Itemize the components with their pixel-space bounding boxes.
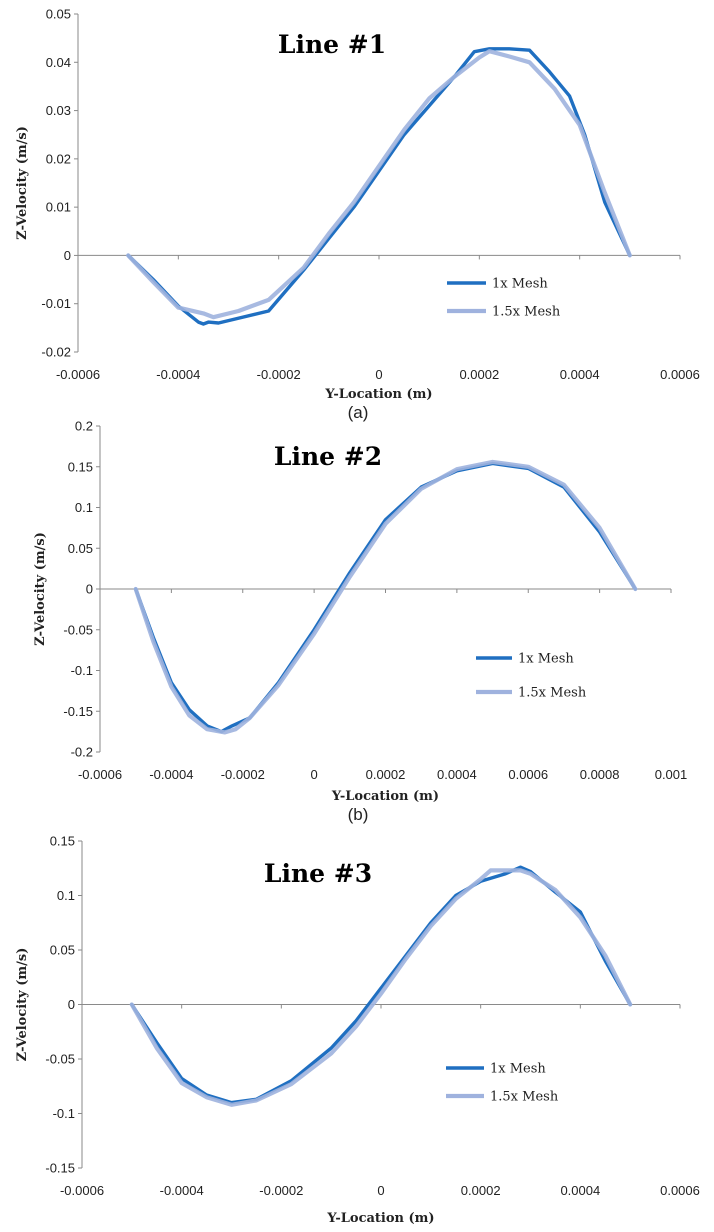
- chart-panel-line-3: -0.15 -0.1 -0.05 0 0.05 0.1 0.15 -0.0006 -0.0004…: [15, 834, 700, 1227]
- chart-title: Line #1: [278, 30, 386, 59]
- y-tick-label: -0.2: [71, 745, 93, 760]
- x-tick-label: -0.0004: [160, 1183, 204, 1198]
- x-tick-label: -0.0002: [221, 767, 265, 782]
- x-tick-label: 0.0006: [508, 767, 548, 782]
- y-tick-label: 0.15: [50, 834, 75, 849]
- x-tick-label: 0.0004: [560, 1183, 600, 1198]
- series-line-1-5x-mesh: [133, 459, 638, 735]
- legend-label: 1.5x Mesh: [518, 686, 587, 701]
- y-axis-label: Z-Velocity (m/s): [33, 532, 48, 646]
- x-tick-label: 0.0004: [437, 767, 477, 782]
- panel-caption: (b): [348, 805, 369, 824]
- y-tick-label: -0.15: [63, 704, 93, 719]
- y-tick-label: 0.15: [68, 459, 93, 474]
- series-line-1-5x-mesh: [126, 49, 632, 320]
- y-axis-label: Z-Velocity (m/s): [15, 948, 30, 1062]
- x-axis-label: Y-Location (m): [331, 789, 439, 804]
- x-tick-label: 0: [377, 1183, 384, 1198]
- y-tick-label: 0: [68, 997, 75, 1012]
- y-tick-label: -0.15: [45, 1161, 75, 1176]
- y-tick-label: -0.05: [45, 1052, 75, 1067]
- x-tick-label: 0: [311, 767, 318, 782]
- x-tick-label: -0.0004: [156, 367, 200, 382]
- series-line-1x-mesh: [126, 47, 632, 326]
- y-tick-label: 0.2: [75, 419, 93, 434]
- y-tick-label: 0.02: [46, 151, 71, 166]
- chart-panel-line-1: -0.02 -0.01 0 0.01 0.02 0.03 0.04 0.05 -0.0006 -0…: [15, 7, 700, 423]
- y-tick-label: -0.1: [71, 663, 93, 678]
- y-tick-label: -0.05: [63, 622, 93, 637]
- y-tick-label: 0.1: [75, 500, 93, 515]
- x-tick-label: 0: [375, 367, 382, 382]
- x-tick-label: -0.0002: [259, 1183, 303, 1198]
- x-tick-label: -0.0006: [78, 767, 122, 782]
- y-tick-label: -0.01: [41, 296, 71, 311]
- x-tick-label: -0.0004: [149, 767, 193, 782]
- legend-label: 1x Mesh: [492, 277, 548, 292]
- y-tick-label: 0.01: [46, 200, 71, 215]
- chart-title: Line #3: [264, 859, 372, 888]
- y-tick-label: 0: [64, 248, 71, 263]
- y-tick-label: 0.1: [57, 888, 75, 903]
- legend-label: 1x Mesh: [490, 1062, 546, 1077]
- y-axis-label: Z-Velocity (m/s): [15, 126, 30, 240]
- y-tick-label: -0.1: [53, 1106, 75, 1121]
- y-tick-label: 0.03: [46, 103, 71, 118]
- legend-label: 1.5x Mesh: [492, 305, 561, 320]
- legend-label: 1x Mesh: [518, 652, 574, 667]
- x-tick-label: 0.0008: [580, 767, 620, 782]
- chart-title: Line #2: [274, 442, 382, 471]
- y-tick-label: 0.04: [46, 55, 71, 70]
- series-line-1-5x-mesh: [129, 868, 633, 1107]
- x-tick-label: 0.0004: [560, 367, 600, 382]
- x-tick-label: 0.0006: [660, 367, 700, 382]
- y-tick-label: -0.02: [41, 345, 71, 360]
- series-line-1x-mesh: [130, 865, 632, 1105]
- x-tick-label: 0.0002: [366, 767, 406, 782]
- legend-label: 1.5x Mesh: [490, 1090, 559, 1105]
- y-tick-label: 0: [86, 582, 93, 597]
- x-tick-label: 0.0002: [459, 367, 499, 382]
- y-tick-label: 0.05: [68, 541, 93, 556]
- x-tick-label: 0.0006: [660, 1183, 700, 1198]
- panel-caption: (a): [348, 403, 369, 422]
- chart-panel-line-2: -0.2 -0.15 -0.1 -0.05 0 0.05 0.1 0.15 0.2 -0.0006…: [33, 419, 687, 825]
- x-axis-label: Y-Location (m): [326, 1211, 434, 1226]
- x-tick-label: -0.0006: [60, 1183, 104, 1198]
- y-tick-label: 0.05: [50, 943, 75, 958]
- x-tick-label: 0.0002: [461, 1183, 501, 1198]
- x-axis-label: Y-Location (m): [324, 387, 432, 402]
- x-tick-label: 0.001: [655, 767, 688, 782]
- x-tick-label: -0.0006: [56, 367, 100, 382]
- y-tick-label: 0.05: [46, 7, 71, 22]
- x-tick-label: -0.0002: [257, 367, 301, 382]
